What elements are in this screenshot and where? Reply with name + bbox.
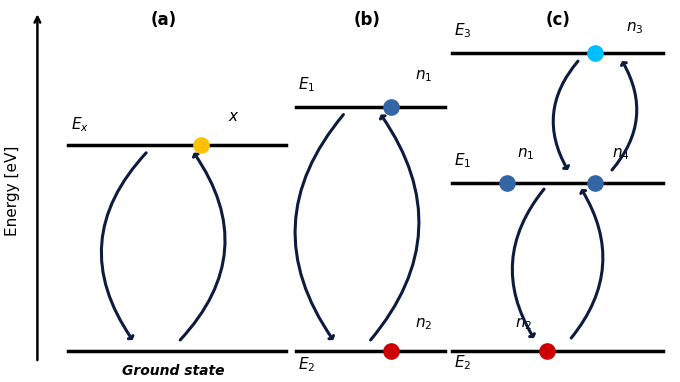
Text: Ground state: Ground state <box>122 364 224 378</box>
Text: $n_2$: $n_2$ <box>415 317 432 332</box>
FancyArrowPatch shape <box>101 153 146 339</box>
Text: $E_2$: $E_2$ <box>454 354 471 372</box>
Text: $E_1$: $E_1$ <box>454 151 472 170</box>
Point <box>386 348 396 354</box>
Text: $E_3$: $E_3$ <box>454 21 472 40</box>
Text: $E_2$: $E_2$ <box>298 356 315 374</box>
Text: (b): (b) <box>354 11 381 29</box>
FancyArrowPatch shape <box>295 115 343 339</box>
Text: (c): (c) <box>545 11 570 29</box>
Point <box>542 348 553 354</box>
FancyArrowPatch shape <box>180 154 225 340</box>
FancyArrowPatch shape <box>571 191 603 338</box>
Point <box>590 50 600 57</box>
Text: Energy [eV]: Energy [eV] <box>5 146 20 236</box>
Text: $E_x$: $E_x$ <box>71 115 89 134</box>
Point <box>386 104 396 110</box>
Text: (a): (a) <box>150 11 176 29</box>
FancyArrowPatch shape <box>554 61 578 168</box>
Text: $E_1$: $E_1$ <box>298 75 316 94</box>
Text: $x$: $x$ <box>228 109 239 124</box>
Point <box>501 180 512 186</box>
Point <box>590 180 600 186</box>
Point <box>195 142 206 148</box>
FancyArrowPatch shape <box>612 63 636 170</box>
Text: $n_4$: $n_4$ <box>612 147 630 162</box>
Text: $n_1$: $n_1$ <box>517 147 534 162</box>
Text: $n_3$: $n_3$ <box>626 21 643 36</box>
FancyArrowPatch shape <box>512 189 544 337</box>
Text: $n_1$: $n_1$ <box>415 68 432 84</box>
FancyArrowPatch shape <box>371 116 419 340</box>
Text: $n_2$: $n_2$ <box>515 317 532 332</box>
